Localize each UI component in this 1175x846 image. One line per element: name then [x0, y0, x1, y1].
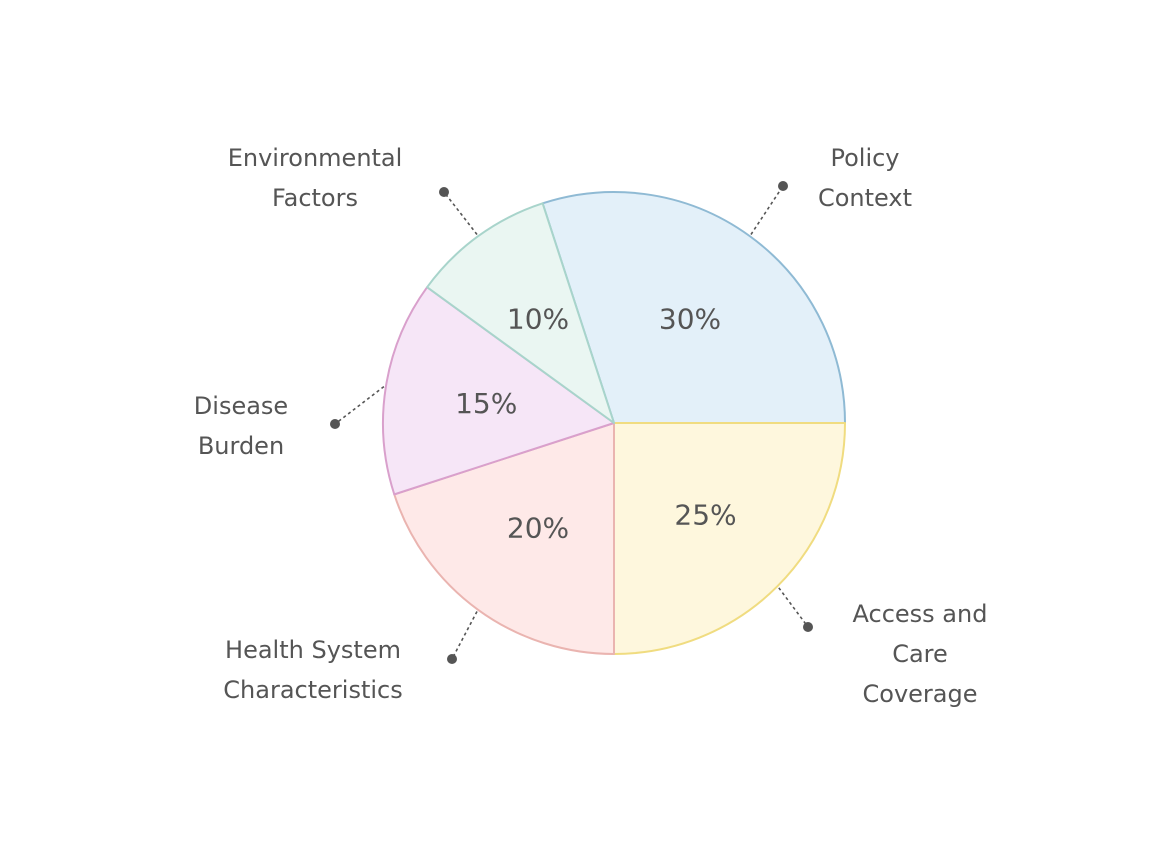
- category-labels: Policy Context Access and Care Coverage Healt…: [194, 144, 988, 708]
- pie-slice-access-and-care-coverage: [613, 422, 846, 655]
- leader-dot-environmental-factors: [439, 187, 449, 197]
- category-label-line: Context: [818, 184, 912, 212]
- category-label-line: Access and: [853, 600, 988, 628]
- leader-dot-access-and-care-coverage: [803, 622, 813, 632]
- leader-line-health-system-characteristics: [451, 611, 478, 660]
- category-label-environmental-factors: Environmental Factors: [228, 144, 403, 212]
- leader-line-environmental-factors: [443, 191, 478, 235]
- category-label-line: Characteristics: [223, 676, 402, 704]
- slice-percent-policy-context: 30%: [659, 302, 721, 335]
- category-label-policy-context: Policy Context: [818, 144, 912, 212]
- category-label-line: Policy: [830, 144, 899, 172]
- category-label-line: Coverage: [863, 680, 978, 708]
- category-label-line: Health System: [225, 636, 401, 664]
- leader-dot-disease-burden: [330, 419, 340, 429]
- category-label-access-and-care-coverage: Access and Care Coverage: [853, 600, 988, 708]
- pie-slice-health-system-characteristics: [393, 422, 615, 655]
- leader-line-disease-burden: [334, 385, 385, 425]
- pie-slice-policy-context: [541, 191, 846, 424]
- slice-percent-labels: 30% 25% 20% 15% 10%: [455, 302, 737, 544]
- pie-slice-environmental-factors: [426, 202, 615, 424]
- category-label-line: Environmental: [228, 144, 403, 172]
- pie-slices: [382, 191, 846, 655]
- slice-percent-health-system-characteristics: 20%: [507, 512, 569, 545]
- leader-lines: [330, 181, 813, 664]
- slice-percent-disease-burden: 15%: [455, 387, 517, 420]
- category-label-health-system-characteristics: Health System Characteristics: [223, 636, 402, 704]
- category-label-line: Disease: [194, 392, 288, 420]
- pie-slice-disease-burden: [382, 286, 615, 496]
- slice-percent-environmental-factors: 10%: [507, 302, 569, 335]
- category-label-disease-burden: Disease Burden: [194, 392, 288, 460]
- leader-line-access-and-care-coverage: [778, 587, 809, 628]
- leader-dot-health-system-characteristics: [447, 654, 457, 664]
- category-label-line: Care: [892, 640, 948, 668]
- leader-line-policy-context: [750, 185, 784, 235]
- slice-percent-access-and-care-coverage: 25%: [674, 499, 736, 532]
- leader-dot-policy-context: [778, 181, 788, 191]
- category-label-line: Burden: [198, 432, 284, 460]
- category-label-line: Factors: [272, 184, 358, 212]
